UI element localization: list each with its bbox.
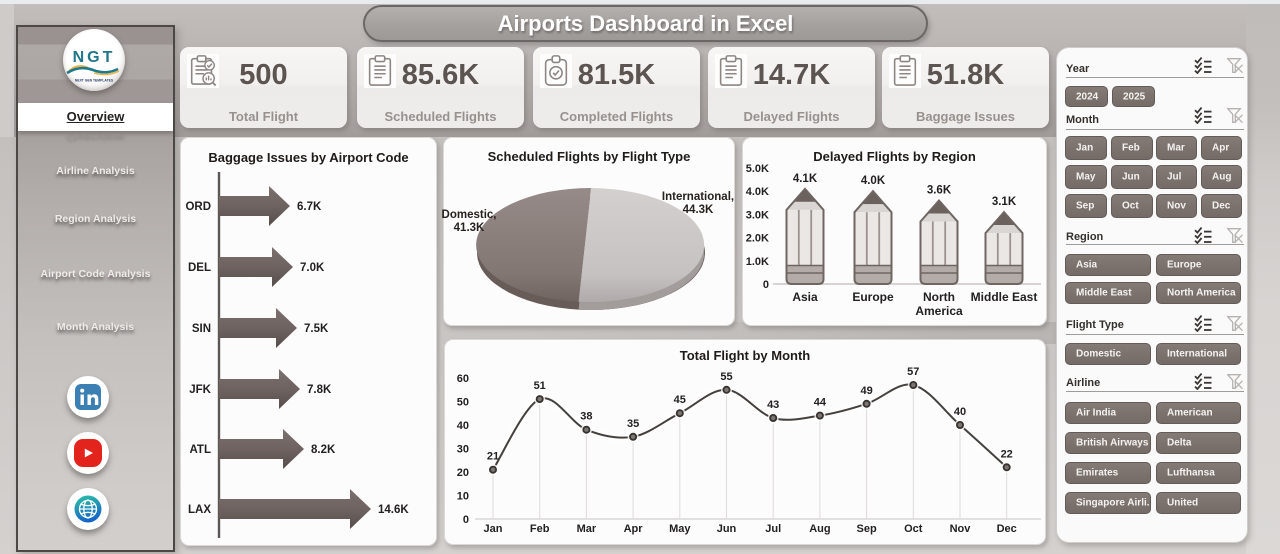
svg-text:3.0K: 3.0K [746,209,769,221]
svg-text:3.1K: 3.1K [992,196,1017,208]
svg-text:Dec: Dec [997,523,1017,535]
svg-text:Jun: Jun [717,523,737,535]
svg-text:4.0K: 4.0K [746,186,769,198]
svg-text:DEL: DEL [188,262,211,274]
svg-text:2.0K: 2.0K [746,233,769,245]
svg-text:3.6K: 3.6K [927,185,952,197]
svg-text:10: 10 [457,491,469,503]
svg-text:7.8K: 7.8K [307,384,332,396]
svg-text:Asia: Asia [792,290,818,304]
svg-text:1.0K: 1.0K [746,256,769,268]
svg-text:0: 0 [463,514,469,526]
svg-text:60: 60 [457,373,469,385]
svg-text:Jan: Jan [484,523,503,535]
svg-text:Nov: Nov [950,523,972,535]
svg-text:JFK: JFK [189,384,211,396]
svg-text:57: 57 [907,366,919,378]
svg-text:ATL: ATL [189,444,211,456]
svg-text:Oct: Oct [904,523,923,535]
svg-text:40: 40 [954,406,966,418]
svg-text:Jul: Jul [765,523,781,535]
svg-text:ORD: ORD [185,201,211,213]
svg-text:43: 43 [767,399,779,411]
svg-text:North: North [923,290,955,304]
svg-text:Mar: Mar [577,523,597,535]
svg-text:40: 40 [457,420,469,432]
svg-text:51: 51 [534,380,546,392]
svg-text:55: 55 [720,371,732,383]
svg-text:May: May [669,523,691,535]
svg-text:21: 21 [487,451,499,463]
svg-text:Sep: Sep [857,523,877,535]
svg-text:45: 45 [674,394,686,406]
svg-text:Aug: Aug [809,523,830,535]
svg-text:4.0K: 4.0K [861,175,886,187]
svg-text:LAX: LAX [188,504,211,516]
svg-text:4.1K: 4.1K [793,173,818,185]
svg-text:SIN: SIN [192,323,211,335]
svg-text:6.7K: 6.7K [297,201,322,213]
svg-text:7.0K: 7.0K [300,262,325,274]
svg-text:7.5K: 7.5K [304,323,329,335]
svg-text:8.2K: 8.2K [311,444,336,456]
svg-text:Europe: Europe [852,290,894,304]
svg-text:5.0K: 5.0K [746,163,769,175]
svg-text:35: 35 [627,418,639,430]
svg-text:44: 44 [814,397,827,409]
svg-text:Apr: Apr [624,523,644,535]
svg-text:Feb: Feb [530,523,550,535]
svg-text:14.6K: 14.6K [378,504,409,516]
svg-text:49: 49 [860,385,872,397]
svg-text:20: 20 [457,467,469,479]
svg-text:50: 50 [457,397,469,409]
svg-text:0: 0 [763,279,769,291]
svg-text:Middle East: Middle East [971,290,1038,304]
svg-text:22: 22 [1001,448,1013,460]
svg-text:30: 30 [457,444,469,456]
svg-text:38: 38 [580,411,592,423]
svg-text:America: America [915,304,963,318]
